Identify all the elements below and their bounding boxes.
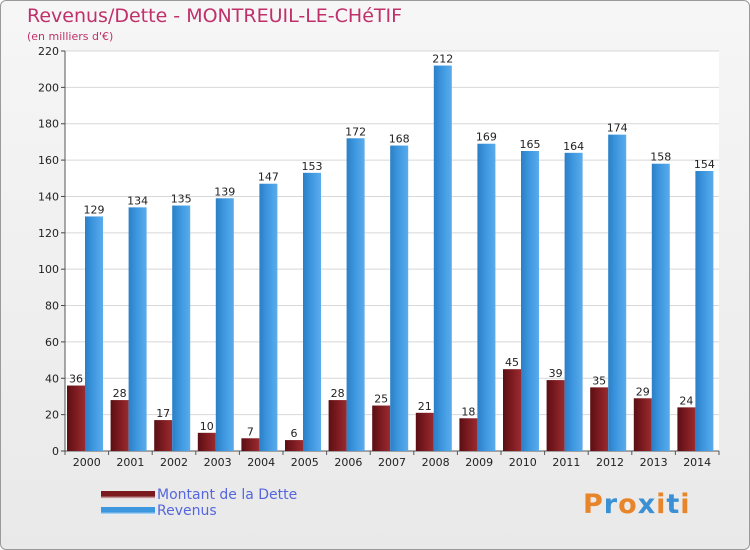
- bar-dette-2002: [154, 420, 173, 451]
- chart-subtitle: (en milliers d'€): [27, 30, 114, 43]
- data-label-revenus-2004: 147: [258, 171, 279, 184]
- bar-revenus-2008: [433, 65, 452, 451]
- bar-revenus-2007: [390, 145, 409, 451]
- data-label-revenus-2002: 135: [171, 193, 192, 206]
- data-label-revenus-2006: 172: [345, 125, 366, 138]
- x-tick-label: 2005: [291, 456, 319, 469]
- data-label-revenus-2005: 153: [302, 160, 323, 173]
- data-label-dette-2005: 6: [291, 427, 298, 440]
- bar-revenus-2014: [695, 171, 714, 451]
- bar-revenus-2006: [346, 138, 365, 452]
- y-tick-label: 20: [45, 409, 59, 422]
- data-label-dette-2014: 24: [679, 394, 693, 407]
- data-label-dette-2002: 17: [156, 407, 170, 420]
- bar-dette-2006: [328, 400, 347, 451]
- y-tick-label: 140: [38, 190, 59, 203]
- data-label-revenus-2003: 139: [214, 185, 235, 198]
- y-tick-label: 100: [38, 263, 59, 276]
- data-label-revenus-2008: 212: [432, 53, 453, 66]
- x-tick-label: 2012: [596, 456, 624, 469]
- data-label-dette-2007: 25: [374, 393, 388, 406]
- data-label-revenus-2012: 174: [607, 122, 628, 135]
- bar-revenus-2003: [215, 198, 234, 451]
- x-tick-label: 2006: [334, 456, 362, 469]
- chart-title: Revenus/Dette - MONTREUIL-LE-CHéTIF: [27, 5, 403, 27]
- bar-revenus-2012: [608, 134, 627, 452]
- x-tick-label: 2008: [422, 456, 450, 469]
- data-label-dette-2001: 28: [113, 387, 127, 400]
- y-tick-label: 200: [38, 81, 59, 94]
- bar-revenus-2011: [564, 152, 583, 451]
- bar-revenus-2000: [85, 216, 103, 451]
- x-tick-label: 2013: [640, 456, 668, 469]
- bar-revenus-2010: [521, 151, 539, 451]
- bar-dette-2011: [546, 380, 565, 451]
- bar-dette-2013: [633, 398, 652, 451]
- data-label-dette-2006: 28: [331, 387, 345, 400]
- data-label-dette-2013: 29: [636, 385, 650, 398]
- bar-dette-2010: [503, 369, 521, 451]
- bar-revenus-2013: [651, 163, 670, 451]
- x-tick-label: 2000: [73, 456, 101, 469]
- data-label-revenus-2007: 168: [389, 133, 410, 146]
- bar-dette-2003: [197, 432, 216, 451]
- y-tick-label: 0: [52, 445, 59, 458]
- data-label-revenus-2001: 134: [127, 194, 148, 207]
- y-tick-label: 60: [45, 336, 59, 349]
- x-tick-label: 2002: [160, 456, 188, 469]
- data-label-dette-2004: 7: [247, 425, 254, 438]
- x-tick-label: 2001: [116, 456, 144, 469]
- bar-dette-2012: [590, 387, 609, 451]
- y-tick-label: 40: [45, 372, 59, 385]
- data-label-dette-2000: 36: [69, 373, 83, 386]
- x-tick-label: 2007: [378, 456, 406, 469]
- x-tick-label: 2010: [509, 456, 537, 469]
- bar-dette-2014: [677, 407, 696, 451]
- legend-label-dette: Montant de la Dette: [157, 487, 298, 503]
- bar-dette-2009: [459, 418, 478, 451]
- legend-label-revenus: Revenus: [157, 503, 217, 519]
- bar-revenus-2001: [128, 207, 147, 451]
- y-tick-label: 180: [38, 118, 59, 131]
- bar-revenus-2009: [477, 143, 496, 451]
- data-label-revenus-2014: 154: [694, 158, 715, 171]
- x-tick-label: 2011: [552, 456, 580, 469]
- data-label-dette-2010: 45: [505, 356, 519, 369]
- data-label-dette-2003: 10: [200, 420, 214, 433]
- data-label-revenus-2011: 164: [563, 140, 584, 153]
- y-tick-label: 160: [38, 154, 59, 167]
- data-label-dette-2012: 35: [592, 374, 606, 387]
- bar-revenus-2002: [172, 205, 191, 451]
- bar-dette-2005: [285, 440, 303, 451]
- bar-dette-2004: [241, 438, 260, 451]
- x-tick-label: 2003: [204, 456, 232, 469]
- x-tick-label: 2014: [683, 456, 711, 469]
- data-label-revenus-2010: 165: [520, 138, 541, 151]
- data-label-revenus-2000: 129: [84, 203, 105, 216]
- y-tick-label: 120: [38, 227, 59, 240]
- legend-swatch-revenus: [101, 507, 155, 515]
- bar-revenus-2004: [259, 183, 278, 451]
- bar-dette-2008: [415, 412, 434, 451]
- data-label-dette-2011: 39: [549, 367, 563, 380]
- data-label-revenus-2009: 169: [476, 131, 497, 144]
- bar-dette-2000: [67, 385, 85, 451]
- data-label-dette-2008: 21: [418, 400, 432, 413]
- x-tick-label: 2009: [465, 456, 493, 469]
- bar-revenus-2005: [303, 172, 321, 451]
- y-tick-label: 80: [45, 300, 59, 313]
- data-label-dette-2009: 18: [461, 405, 475, 418]
- data-label-revenus-2013: 158: [650, 151, 671, 164]
- y-tick-label: 220: [38, 45, 59, 58]
- bar-dette-2001: [110, 400, 129, 451]
- legend-swatch-dette: [101, 491, 155, 499]
- bar-dette-2007: [372, 405, 391, 451]
- proxiti-logo: Proxiti: [583, 489, 691, 520]
- x-tick-label: 2004: [247, 456, 275, 469]
